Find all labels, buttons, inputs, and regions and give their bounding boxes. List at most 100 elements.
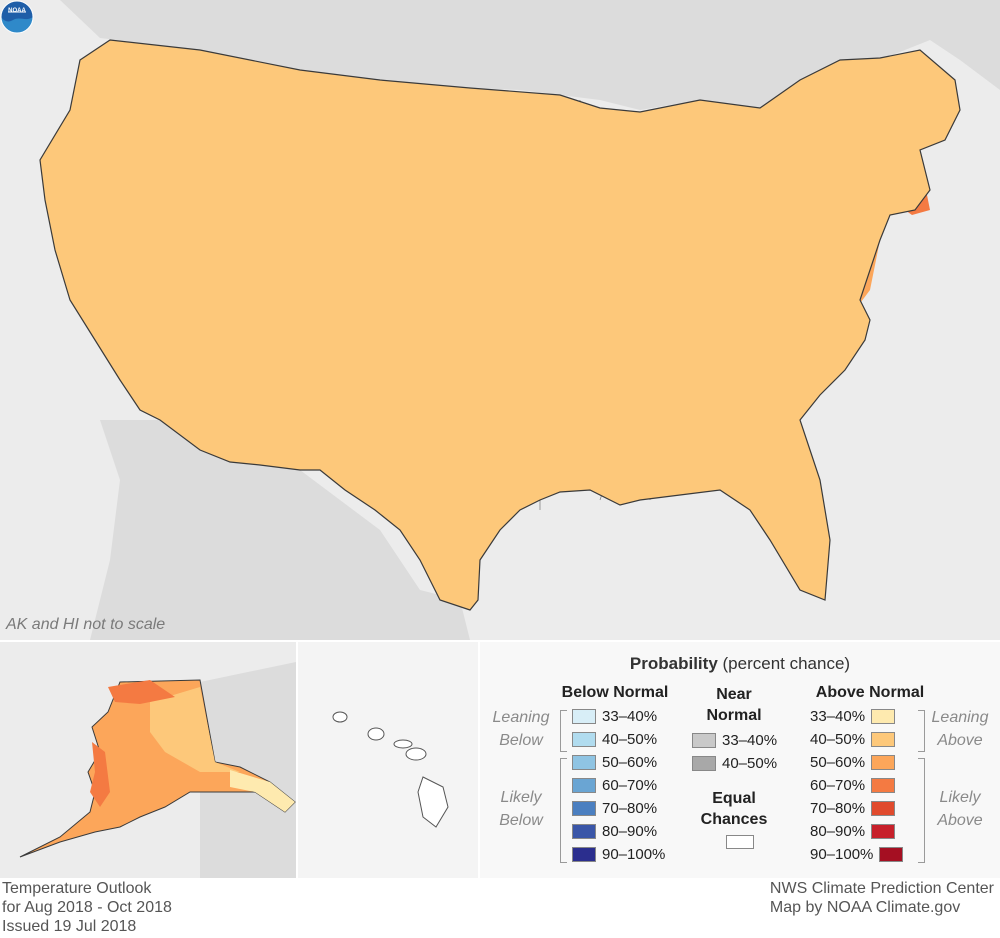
credit-source: NWS Climate Prediction Center (769, 880, 994, 897)
svg-text:NOAA: NOAA (8, 8, 26, 14)
alaska-leaning-region (150, 687, 240, 772)
below-row: 90–100% (572, 846, 665, 863)
leaning-above-line-1: Leaning (931, 709, 989, 726)
below-swatch (572, 847, 596, 862)
below-range-label: 80–90% (602, 823, 658, 840)
legend-title-rest: (percent chance) (717, 654, 851, 673)
near-range-label: 40–50% (722, 755, 778, 772)
equal-chances-swatch (726, 835, 754, 849)
likely-above-label: Likely Above (926, 786, 994, 832)
above-row: 80–90% (810, 823, 896, 840)
credit-caption: NWS Climate Prediction Center Map by NOA… (770, 879, 994, 917)
leaning-below-bracket (560, 710, 567, 752)
conus-map: AK and HI not to scale NOAA (0, 0, 1000, 640)
below-swatch (572, 732, 596, 747)
equal-chances-heading: Equal Chances (694, 788, 774, 830)
above-swatch (871, 801, 896, 816)
below-swatch (572, 755, 596, 770)
near-row: 33–40% (692, 732, 777, 749)
legend: Probability (percent chance) Below Norma… (480, 642, 1000, 878)
above-swatch (871, 709, 896, 724)
above-swatch (871, 824, 896, 839)
leaning-below-line-2: Below (499, 732, 543, 749)
noaa-logo-icon: NOAA (0, 0, 34, 34)
likely-above-line-1: Likely (939, 789, 981, 806)
above-row: 70–80% (810, 800, 896, 817)
alaska-inset (0, 642, 296, 878)
below-row: 33–40% (572, 708, 657, 725)
above-range-label: 40–50% (810, 731, 866, 748)
hawaii-islands (332, 711, 449, 828)
conus-map-svg (39, 0, 1000, 640)
above-row: 40–50% (810, 731, 896, 748)
canada-land (60, 0, 1000, 110)
below-range-label: 60–70% (602, 777, 658, 794)
above-range-label: 50–60% (810, 754, 866, 771)
scale-note: AK and HI not to scale (6, 616, 166, 633)
below-range-label: 33–40% (602, 708, 658, 725)
legend-title-bold: Probability (629, 654, 718, 673)
near-normal-heading-2: Normal (706, 707, 762, 724)
near-normal-heading: Near Normal (694, 684, 774, 726)
below-swatch (572, 824, 596, 839)
likely-below-label: Likely Below (486, 786, 556, 832)
above-row: 33–40% (810, 708, 896, 725)
leaning-above-label: Leaning Above (926, 706, 994, 752)
below-normal-heading: Below Normal (561, 684, 669, 701)
above-range-label: 70–80% (810, 800, 866, 817)
alaska-west-region (90, 742, 110, 807)
likely-below-line-2: Below (499, 812, 543, 829)
likely-below-line-1: Likely (500, 789, 542, 806)
outlook-title: Temperature Outlook (2, 880, 152, 897)
below-range-label: 40–50% (602, 731, 658, 748)
near-swatch (692, 733, 716, 748)
above-swatch (871, 755, 896, 770)
alaska-north-slope-region (108, 680, 175, 704)
outlook-caption: Temperature Outlook for Aug 2018 - Oct 2… (2, 879, 172, 936)
above-row: 90–100% (810, 846, 904, 863)
likely-above-line-2: Above (937, 812, 983, 829)
below-row: 60–70% (572, 777, 657, 794)
leaning-below-line-1: Leaning (492, 709, 550, 726)
leaning-above-bracket (918, 710, 925, 752)
near-range-label: 33–40% (722, 732, 778, 749)
leaning-below-label: Leaning Below (486, 706, 556, 752)
above-range-label: 80–90% (810, 823, 866, 840)
near-row: 40–50% (692, 755, 777, 772)
credit-map: Map by NOAA Climate.gov (769, 899, 961, 916)
above-swatch (871, 778, 896, 793)
below-range-label: 50–60% (602, 754, 658, 771)
near-swatch (692, 756, 716, 771)
alaska-map-svg (19, 662, 296, 878)
leaning-above-line-2: Above (937, 732, 983, 749)
outlook-period: for Aug 2018 - Oct 2018 (2, 899, 172, 916)
below-swatch (572, 801, 596, 816)
above-swatch (879, 847, 904, 862)
equal-chances-heading-2: Chances (700, 811, 768, 828)
above-range-label: 33–40% (810, 708, 866, 725)
above-row: 50–60% (810, 754, 896, 771)
below-row: 70–80% (572, 800, 657, 817)
below-range-label: 90–100% (602, 846, 666, 863)
below-swatch (572, 778, 596, 793)
alaska-panhandle-region (230, 770, 295, 812)
outlook-issued: Issued 19 Jul 2018 (2, 918, 137, 935)
hawaii-map-svg (332, 711, 449, 828)
alaska-shape (19, 679, 296, 858)
below-row: 50–60% (572, 754, 657, 771)
above-swatch (871, 732, 896, 747)
likely-below-bracket (560, 758, 567, 863)
below-row: 80–90% (572, 823, 657, 840)
above-range-label: 90–100% (810, 846, 874, 863)
below-swatch (572, 709, 596, 724)
legend-title: Probability (percent chance) (480, 654, 1000, 674)
above-normal-heading: Above Normal (815, 684, 925, 701)
canada-land-ak (200, 662, 296, 878)
above-range-label: 60–70% (810, 777, 866, 794)
likely-above-bracket (918, 758, 925, 863)
above-row: 60–70% (810, 777, 896, 794)
below-row: 40–50% (572, 731, 657, 748)
hawaii-inset (298, 642, 478, 878)
equal-chances-heading-1: Equal (712, 790, 756, 807)
near-normal-heading-1: Near (716, 686, 752, 703)
